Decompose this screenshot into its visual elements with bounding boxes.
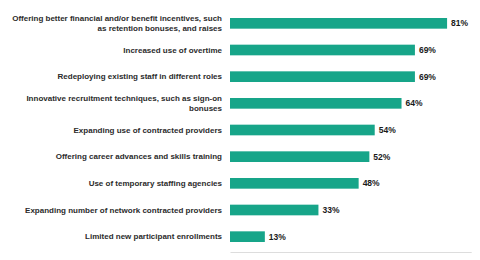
category-label: Expanding use of contracted providers xyxy=(74,126,223,135)
category-label: Limited new participant enrollments xyxy=(85,232,222,241)
data-label: 48% xyxy=(363,178,380,188)
category-label-line: Offering better financial and/or benefit… xyxy=(12,14,222,23)
data-label: 64% xyxy=(406,98,423,108)
data-label: 52% xyxy=(373,152,390,162)
category-label-line: Redeploying existing staff in different … xyxy=(58,72,223,81)
data-label: 69% xyxy=(419,45,436,55)
category-label: Offering career advances and skills trai… xyxy=(56,152,222,161)
bar xyxy=(230,71,415,82)
category-label-line: Innovative recruitment techniques, such … xyxy=(26,94,222,103)
category-labels: Offering better financial and/or benefit… xyxy=(12,14,222,241)
bar xyxy=(230,231,265,242)
category-label: Redeploying existing staff in different … xyxy=(58,72,223,81)
category-label: Expanding number of network contracted p… xyxy=(25,206,222,215)
data-label: 69% xyxy=(419,72,436,82)
category-label-line: Expanding use of contracted providers xyxy=(74,126,223,135)
category-label-line: Increased use of overtime xyxy=(123,46,222,55)
bar xyxy=(230,151,369,162)
category-label: Innovative recruitment techniques, such … xyxy=(26,94,222,113)
chart: 81% 69% 69% 64% 54% 52% 48% 33% 13% Offering bett… xyxy=(0,0,480,260)
category-label: Use of temporary staffing agencies xyxy=(89,179,223,188)
category-label-line: as retention bonuses, and raises xyxy=(98,24,223,33)
bar xyxy=(230,98,402,109)
data-label: 33% xyxy=(322,205,339,215)
axis-line xyxy=(231,252,472,253)
category-label-line: Expanding number of network contracted p… xyxy=(25,206,222,215)
category-label-line: Limited new participant enrollments xyxy=(85,232,222,241)
bar xyxy=(230,45,415,56)
bar xyxy=(230,205,318,216)
category-label: Increased use of overtime xyxy=(123,46,222,55)
bar xyxy=(230,178,359,189)
bars xyxy=(230,18,447,242)
data-label: 81% xyxy=(451,18,468,28)
x-axis xyxy=(231,252,472,253)
category-label-line: Offering career advances and skills trai… xyxy=(56,152,222,161)
bar xyxy=(230,125,375,136)
category-label-line: Use of temporary staffing agencies xyxy=(89,179,223,188)
bar xyxy=(230,18,447,29)
category-label: Offering better financial and/or benefit… xyxy=(12,14,222,33)
data-label: 13% xyxy=(269,232,286,242)
data-labels: 81% 69% 69% 64% 54% 52% 48% 33% 13% xyxy=(269,18,469,241)
data-label: 54% xyxy=(379,125,396,135)
category-label-line: bonuses xyxy=(189,104,222,113)
